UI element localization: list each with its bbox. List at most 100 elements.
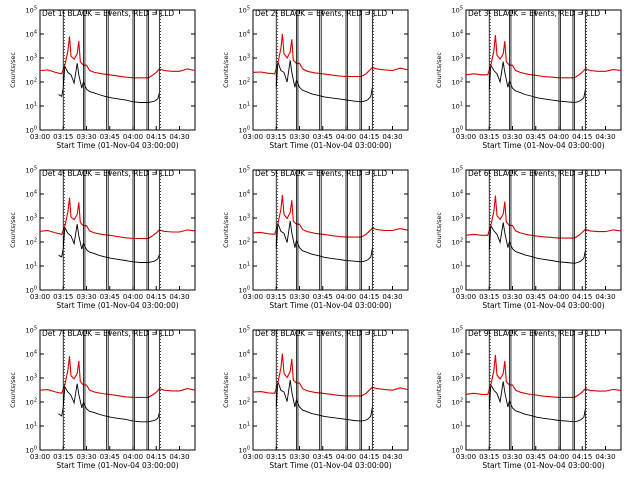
- y-tick-label: 104: [239, 190, 250, 199]
- x-tick-label: 03:15: [266, 133, 286, 141]
- y-axis-label: Counts/sec: [9, 52, 17, 88]
- y-tick-label: 105: [26, 326, 37, 335]
- x-tick-label: 03:00: [243, 293, 263, 301]
- series-events-line: [275, 60, 373, 103]
- y-axis-label: Counts/sec: [222, 52, 230, 88]
- x-axis-label: Start Time (01-Nov-04 03:00:00): [482, 461, 604, 470]
- y-tick-label: 103: [26, 54, 37, 63]
- panel-det-2: 03:00 03:15 03:30 03:45 04:00 04:15 04:30 100 10…: [222, 6, 409, 150]
- y-tick-label: 105: [452, 166, 463, 175]
- y-tick-label: 101: [239, 102, 250, 111]
- panel-title: Det 2: BLACK = Events, RED = LLD: [255, 9, 387, 18]
- x-tick-label: 04:30: [382, 293, 402, 301]
- y-tick-label: 101: [239, 262, 250, 271]
- y-tick-label: 103: [452, 54, 463, 63]
- x-tick-label: 04:30: [169, 293, 189, 301]
- y-tick-label: 100: [239, 286, 250, 295]
- x-tick-label: 04:15: [572, 133, 592, 141]
- y-tick-label: 100: [26, 126, 37, 135]
- x-tick-label: 03:00: [456, 453, 476, 461]
- y-tick-label: 104: [452, 30, 463, 39]
- x-tick-label: 03:00: [30, 293, 50, 301]
- panel-title: Det 3: BLACK = Events, RED = LLD: [468, 9, 600, 18]
- x-tick-label: 03:30: [502, 133, 522, 141]
- y-tick-label: 104: [452, 190, 463, 199]
- x-tick-label: 03:45: [313, 453, 333, 461]
- x-axis-label: Start Time (01-Nov-04 03:00:00): [56, 141, 178, 150]
- x-tick-label: 04:00: [123, 293, 143, 301]
- x-tick-label: 03:00: [243, 133, 263, 141]
- x-axis-label: Start Time (01-Nov-04 03:00:00): [269, 461, 391, 470]
- x-tick-label: 03:30: [76, 133, 96, 141]
- y-tick-label: 103: [26, 374, 37, 383]
- y-tick-label: 102: [452, 398, 463, 407]
- x-axis-label: Start Time (01-Nov-04 03:00:00): [482, 301, 604, 310]
- series-events-line: [488, 61, 586, 103]
- y-tick-label: 103: [239, 214, 250, 223]
- x-tick-label: 03:30: [289, 133, 309, 141]
- y-tick-label: 105: [26, 166, 37, 175]
- y-axis-label: Counts/sec: [435, 212, 443, 248]
- y-tick-label: 105: [239, 166, 250, 175]
- x-tick-label: 04:30: [595, 453, 615, 461]
- plot-frame: [252, 9, 409, 131]
- panel-title: Det 1: BLACK = Events, RED = LLD: [42, 9, 174, 18]
- y-tick-label: 103: [239, 54, 250, 63]
- x-tick-label: 04:00: [336, 453, 356, 461]
- panel-title: Det 8: BLACK = Events, RED = LLD: [255, 329, 387, 338]
- x-tick-label: 03:45: [100, 133, 120, 141]
- x-tick-label: 03:30: [502, 453, 522, 461]
- y-tick-label: 103: [239, 374, 250, 383]
- series-events-line: [488, 381, 586, 423]
- x-tick-label: 04:30: [382, 133, 402, 141]
- panel-det-6: 03:00 03:15 03:30 03:45 04:00 04:15 04:30 100 10…: [435, 166, 622, 310]
- x-tick-label: 03:45: [526, 133, 546, 141]
- plot-frame: [39, 169, 196, 291]
- y-tick-label: 102: [452, 238, 463, 247]
- x-tick-label: 04:30: [169, 453, 189, 461]
- panel-det-9: 03:00 03:15 03:30 03:45 04:00 04:15 04:30 100 10…: [435, 326, 622, 470]
- panel-title: Det 5: BLACK = Events, RED = LLD: [255, 169, 387, 178]
- y-axis-label: Counts/sec: [222, 212, 230, 248]
- panel-title: Det 6: BLACK = Events, RED = LLD: [468, 169, 600, 178]
- x-tick-label: 04:30: [382, 453, 402, 461]
- x-tick-label: 03:00: [30, 453, 50, 461]
- y-tick-label: 100: [239, 446, 250, 455]
- y-tick-label: 103: [452, 214, 463, 223]
- y-axis-label: Counts/sec: [435, 372, 443, 408]
- y-tick-label: 105: [239, 326, 250, 335]
- x-tick-label: 03:30: [289, 293, 309, 301]
- y-tick-label: 105: [452, 326, 463, 335]
- x-tick-label: 03:15: [53, 453, 73, 461]
- x-tick-label: 04:00: [123, 453, 143, 461]
- y-tick-label: 101: [452, 102, 463, 111]
- y-tick-label: 100: [452, 286, 463, 295]
- y-tick-label: 102: [26, 238, 37, 247]
- y-axis-label: Counts/sec: [222, 372, 230, 408]
- y-tick-label: 103: [26, 214, 37, 223]
- y-tick-label: 100: [26, 446, 37, 455]
- x-axis-label: Start Time (01-Nov-04 03:00:00): [269, 141, 391, 150]
- x-tick-label: 04:15: [572, 453, 592, 461]
- x-tick-label: 03:45: [100, 293, 120, 301]
- x-tick-label: 03:15: [266, 453, 286, 461]
- panel-title: Det 9: BLACK = Events, RED = LLD: [468, 329, 600, 338]
- x-tick-label: 03:45: [526, 293, 546, 301]
- x-tick-label: 03:30: [76, 293, 96, 301]
- y-tick-label: 101: [26, 262, 37, 271]
- panel-det-7: 03:00 03:15 03:30 03:45 04:00 04:15 04:30 100 10…: [9, 326, 196, 470]
- series-events-line: [58, 63, 160, 103]
- x-tick-label: 03:15: [53, 133, 73, 141]
- x-tick-label: 04:15: [146, 293, 166, 301]
- x-tick-label: 04:15: [359, 453, 379, 461]
- y-tick-label: 104: [26, 350, 37, 359]
- y-tick-label: 102: [239, 238, 250, 247]
- y-tick-label: 103: [452, 374, 463, 383]
- x-tick-label: 04:15: [359, 133, 379, 141]
- y-tick-label: 104: [239, 30, 250, 39]
- x-tick-label: 04:15: [359, 293, 379, 301]
- panel-det-4: 03:00 03:15 03:30 03:45 04:00 04:15 04:30 100 10…: [9, 166, 196, 310]
- x-tick-label: 03:15: [53, 293, 73, 301]
- y-tick-label: 102: [239, 78, 250, 87]
